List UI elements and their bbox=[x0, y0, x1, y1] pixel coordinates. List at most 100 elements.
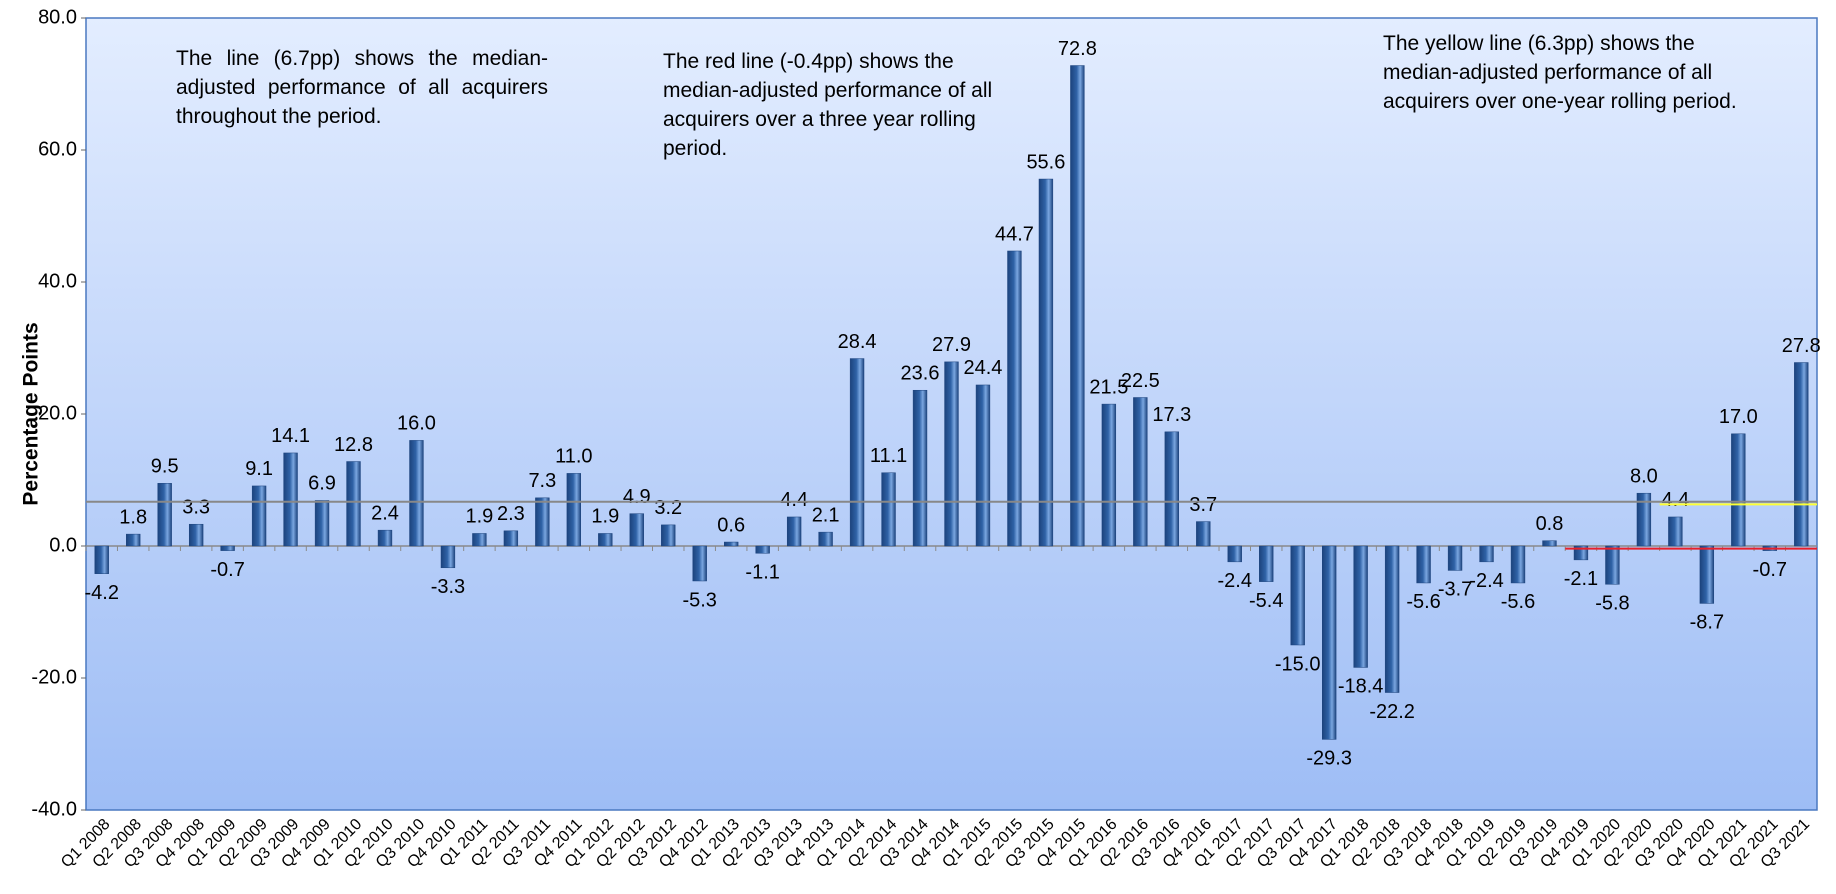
value-label: -5.6 bbox=[1501, 591, 1535, 613]
bar bbox=[912, 389, 928, 547]
value-label: 72.8 bbox=[1058, 38, 1097, 60]
value-label: 17.0 bbox=[1719, 406, 1758, 428]
value-label: -4.2 bbox=[85, 582, 119, 604]
value-label: -8.7 bbox=[1690, 612, 1724, 634]
bar bbox=[1699, 545, 1715, 604]
value-label: 7.3 bbox=[528, 470, 556, 492]
bar bbox=[1133, 397, 1148, 547]
bar bbox=[724, 541, 739, 547]
bar bbox=[440, 545, 456, 569]
y-tick-label: 80.0 bbox=[38, 6, 77, 28]
value-label: 4.4 bbox=[1661, 489, 1689, 511]
value-label: 8.0 bbox=[1630, 465, 1658, 487]
value-label: 11.0 bbox=[555, 446, 592, 468]
annotation: The line (6.7pp) shows the median-adjust… bbox=[176, 47, 548, 128]
value-label: 2.3 bbox=[497, 503, 525, 525]
value-label: -2.1 bbox=[1564, 568, 1598, 590]
bar bbox=[1227, 545, 1242, 563]
bar bbox=[661, 524, 676, 547]
value-label: 3.2 bbox=[654, 497, 682, 519]
value-label: -1.1 bbox=[745, 562, 779, 584]
bar bbox=[975, 384, 991, 547]
bar bbox=[598, 533, 613, 547]
bar bbox=[409, 440, 424, 547]
value-label: 11.1 bbox=[870, 445, 907, 467]
bar bbox=[188, 523, 204, 547]
value-label: 6.9 bbox=[308, 473, 336, 495]
value-label: 4.4 bbox=[780, 489, 808, 511]
bar bbox=[692, 545, 707, 582]
y-tick-label: -20.0 bbox=[31, 666, 77, 688]
bar bbox=[1447, 545, 1463, 571]
bar bbox=[1479, 545, 1494, 563]
value-label: -15.0 bbox=[1275, 653, 1321, 675]
value-label: 16.0 bbox=[397, 413, 436, 435]
bar bbox=[377, 529, 393, 547]
y-tick-label: 20.0 bbox=[38, 402, 77, 424]
bar bbox=[314, 500, 330, 547]
bar bbox=[944, 361, 959, 547]
value-label: 21.5 bbox=[1089, 376, 1128, 398]
value-label: -0.7 bbox=[210, 559, 244, 581]
bar bbox=[220, 545, 235, 551]
value-label: 55.6 bbox=[1026, 151, 1065, 173]
value-label: 44.7 bbox=[995, 223, 1034, 245]
value-label: 0.8 bbox=[1536, 513, 1564, 535]
bar bbox=[1605, 545, 1620, 585]
bar bbox=[1542, 540, 1557, 547]
bar bbox=[503, 530, 519, 547]
value-label: -3.7 bbox=[1438, 579, 1472, 601]
bar bbox=[1321, 545, 1337, 740]
bar bbox=[1038, 178, 1054, 547]
bar bbox=[786, 516, 802, 547]
bar bbox=[1196, 521, 1211, 547]
value-label: -0.7 bbox=[1753, 559, 1787, 581]
value-label: -2.4 bbox=[1218, 570, 1252, 592]
value-label: -22.2 bbox=[1369, 701, 1415, 723]
value-label: -5.6 bbox=[1406, 591, 1440, 613]
annotation: The yellow line (6.3pp) shows the median… bbox=[1383, 32, 1737, 113]
bar bbox=[1290, 545, 1305, 646]
y-axis-label: Percentage Points bbox=[20, 322, 43, 505]
value-label: 12.8 bbox=[334, 434, 373, 456]
value-label: -3.3 bbox=[431, 576, 465, 598]
value-label: 28.4 bbox=[838, 331, 877, 353]
bar bbox=[157, 483, 172, 547]
y-tick-label: -40.0 bbox=[31, 798, 77, 820]
y-tick-label: 60.0 bbox=[38, 138, 77, 160]
bar bbox=[472, 533, 487, 547]
value-label: 1.8 bbox=[119, 506, 147, 528]
value-label: -5.8 bbox=[1595, 593, 1629, 615]
value-label: 27.9 bbox=[932, 334, 971, 356]
value-label: 4.9 bbox=[623, 486, 651, 508]
bar bbox=[1636, 492, 1652, 547]
bar bbox=[1384, 545, 1400, 693]
y-tick-label: 0.0 bbox=[49, 534, 77, 556]
bar bbox=[566, 473, 582, 547]
bar bbox=[1353, 545, 1368, 668]
value-label: -5.4 bbox=[1249, 590, 1283, 612]
value-label: 9.1 bbox=[245, 458, 273, 480]
bar bbox=[251, 485, 267, 547]
value-label: -2.4 bbox=[1469, 570, 1503, 592]
bar bbox=[94, 545, 109, 574]
bar bbox=[283, 452, 298, 547]
bar bbox=[1416, 545, 1431, 584]
value-label: -5.3 bbox=[682, 589, 716, 611]
y-tick-label: 40.0 bbox=[38, 270, 77, 292]
bar bbox=[1510, 545, 1526, 584]
value-label: 9.5 bbox=[151, 456, 179, 478]
bar bbox=[1259, 545, 1274, 582]
value-label: 2.1 bbox=[812, 504, 840, 526]
value-label: -18.4 bbox=[1338, 676, 1384, 698]
bar bbox=[1007, 250, 1022, 547]
bar bbox=[1070, 65, 1085, 547]
value-label: 0.6 bbox=[717, 514, 745, 536]
value-label: 3.3 bbox=[182, 497, 210, 519]
value-label: 22.5 bbox=[1121, 370, 1160, 392]
bar bbox=[1794, 362, 1809, 547]
bar bbox=[1101, 403, 1117, 547]
bar bbox=[629, 513, 644, 547]
